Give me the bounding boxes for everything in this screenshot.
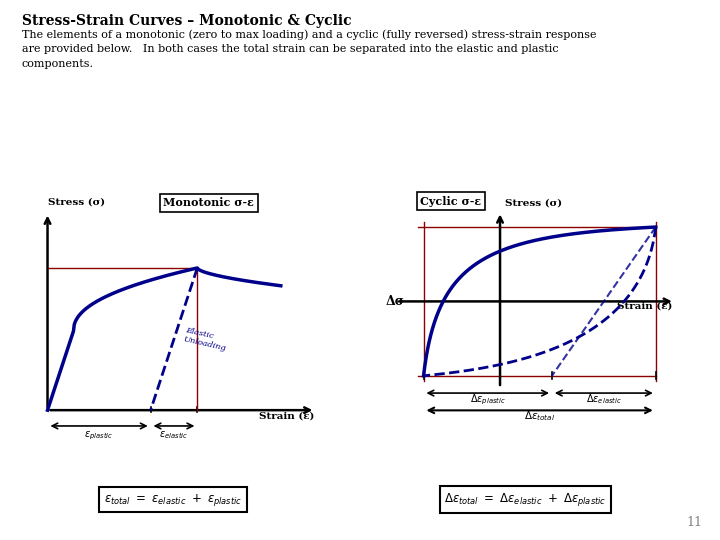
Text: are provided below.   In both cases the total strain can be separated into the e: are provided below. In both cases the to… [22,44,558,55]
Text: Stress (σ): Stress (σ) [505,199,562,208]
Text: $\Delta\varepsilon_{elastic}$: $\Delta\varepsilon_{elastic}$ [586,393,622,407]
Text: Monotonic σ-ε: Monotonic σ-ε [163,197,254,208]
Text: Cyclic σ-ε: Cyclic σ-ε [420,195,482,207]
Text: The elements of a monotonic (zero to max loading) and a cyclic (fully reversed) : The elements of a monotonic (zero to max… [22,30,596,40]
Text: Strain (ε): Strain (ε) [617,301,672,310]
Text: $\varepsilon_{plastic}$: $\varepsilon_{plastic}$ [84,429,114,442]
Text: $\Delta\varepsilon_{total}\ =\ \Delta\varepsilon_{elastic}\ +\ \Delta\varepsilon: $\Delta\varepsilon_{total}\ =\ \Delta\va… [444,491,607,508]
Text: 11: 11 [686,516,702,529]
Text: $\Delta\varepsilon_{plastic}$: $\Delta\varepsilon_{plastic}$ [469,393,505,407]
Text: components.: components. [22,59,94,69]
Text: Strain (ε): Strain (ε) [258,411,314,420]
Text: Stress-Strain Curves – Monotonic & Cyclic: Stress-Strain Curves – Monotonic & Cycli… [22,14,351,28]
Text: Δσ: Δσ [385,295,404,308]
Text: $\varepsilon_{total}\ =\ \varepsilon_{elastic}\ +\ \varepsilon_{plastic}$: $\varepsilon_{total}\ =\ \varepsilon_{el… [104,491,242,508]
Text: Elastic
Unloading: Elastic Unloading [183,326,229,352]
Text: $\varepsilon_{elastic}$: $\varepsilon_{elastic}$ [159,429,189,441]
Text: $\Delta\varepsilon_{total}$: $\Delta\varepsilon_{total}$ [524,409,555,423]
Text: Stress (σ): Stress (σ) [48,198,104,207]
